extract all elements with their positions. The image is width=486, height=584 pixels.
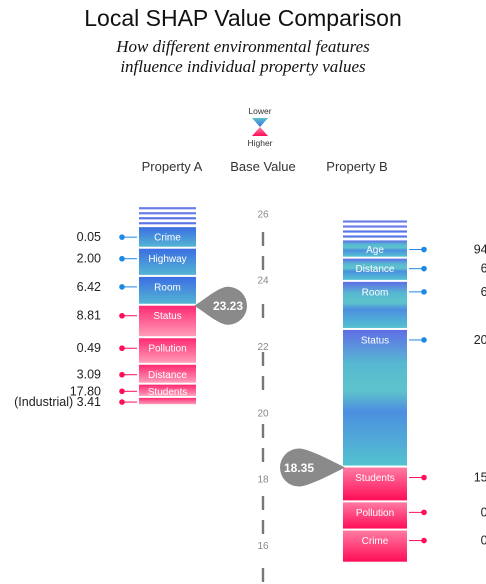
property-a-segment-label-status: Status bbox=[153, 311, 181, 322]
property-a-segment-label-crime: Crime bbox=[154, 233, 181, 244]
property-a-marker-status bbox=[119, 312, 125, 319]
property-b-marker-room bbox=[421, 289, 427, 295]
property-a-stack-separator bbox=[139, 207, 196, 210]
property-b-marker-pollution bbox=[421, 509, 427, 516]
property-a-prediction-value: 23.23 bbox=[213, 299, 243, 313]
property-b-segment-label-pollution: Pollution bbox=[356, 508, 394, 519]
property-a-stack-separator bbox=[139, 212, 196, 215]
axis-tick-label-20: 20 bbox=[257, 408, 269, 419]
property-a-prediction-marker bbox=[194, 286, 247, 325]
property-b-segment-label-distance: Distance bbox=[356, 264, 395, 275]
property-b-value-students: 15.20 bbox=[474, 471, 486, 485]
property-b-segment-status bbox=[343, 329, 407, 466]
property-b-segment-label-room: Room bbox=[362, 287, 389, 298]
property-b-prediction-marker bbox=[280, 448, 345, 487]
property-b-value-distance: 6.35 bbox=[481, 262, 486, 276]
chart-subtitle-line-2: influence individual property values bbox=[120, 57, 366, 76]
property-b-stack-separator bbox=[343, 225, 407, 228]
property-a-segment-label-room: Room bbox=[154, 282, 181, 293]
column-header-property-b: Property B bbox=[326, 159, 387, 174]
property-b-value-status: 20.45 bbox=[474, 333, 486, 347]
property-b-marker-distance bbox=[421, 265, 427, 272]
chart-title: Local SHAP Value Comparison bbox=[84, 5, 402, 31]
property-a-segment-industrial bbox=[139, 397, 196, 405]
property-b-segment-students bbox=[343, 467, 407, 501]
legend-hourglass-icon bbox=[252, 118, 268, 136]
property-b-segment-pollution bbox=[343, 502, 407, 529]
property-a-value-highway: 2.00 bbox=[77, 252, 101, 266]
property-b-segment-distance bbox=[343, 258, 407, 280]
property-a-stack-separator bbox=[139, 217, 196, 220]
property-a-segment-students bbox=[139, 384, 196, 396]
base-value-axis: 16 18 20 22 24 26 bbox=[257, 209, 269, 582]
legend-lower-label: Lower bbox=[248, 106, 271, 116]
property-b-marker-status bbox=[421, 337, 427, 343]
property-a-stack-separator bbox=[139, 222, 196, 225]
chart-subtitle-line-1: How different environmental features bbox=[115, 37, 370, 56]
property-b-segment-label-age: Age bbox=[366, 245, 384, 256]
property-a-marker-pollution bbox=[119, 345, 125, 352]
property-a-marker-crime bbox=[119, 234, 125, 240]
property-a-segment-status bbox=[139, 305, 196, 337]
property-b-stack-separator bbox=[343, 230, 407, 233]
property-a-segment-room bbox=[139, 276, 196, 304]
property-b-value-pollution: 0.52 bbox=[481, 505, 486, 519]
property-a-marker-industrial bbox=[119, 399, 125, 405]
property-a-segment-highway bbox=[139, 248, 196, 275]
property-a-value-crime: 0.05 bbox=[77, 230, 101, 244]
property-a-segment-label-highway: Highway bbox=[148, 254, 186, 265]
property-a-segment-label-pollution: Pollution bbox=[148, 344, 186, 355]
property-b-stack-separator bbox=[343, 220, 407, 223]
property-b-marker-students bbox=[421, 474, 427, 481]
legend-higher-label: Higher bbox=[247, 138, 272, 148]
color-legend: Lower Higher bbox=[247, 106, 272, 148]
property-b-segment-label-students: Students bbox=[355, 473, 394, 484]
property-b-segment-label-crime: Crime bbox=[362, 536, 389, 547]
property-b-stack: Age Distance Room Status Students Pollution Cr… bbox=[280, 220, 407, 562]
axis-tick-label-24: 24 bbox=[257, 276, 269, 287]
column-header-property-a: Property A bbox=[142, 159, 203, 174]
property-a-value-students: 17.80 bbox=[70, 384, 101, 398]
column-header-base-value: Base Value bbox=[230, 159, 296, 174]
property-b-segment-age bbox=[343, 240, 407, 257]
property-a-value-pollution: 0.49 bbox=[77, 341, 101, 355]
property-a-segment-label-students: Students bbox=[148, 387, 187, 398]
property-b-marker-crime bbox=[421, 537, 427, 544]
axis-tick-label-22: 22 bbox=[257, 342, 269, 353]
property-b-segment-crime bbox=[343, 530, 407, 562]
property-b-feature-values: 94.30 6.35 6.38 20.45 15.20 0.52 0.22 bbox=[409, 243, 486, 548]
property-b-value-room: 6.38 bbox=[481, 285, 486, 299]
property-b-segment-room bbox=[343, 281, 407, 328]
axis-tick-label-16: 16 bbox=[257, 541, 269, 552]
axis-tick-label-18: 18 bbox=[257, 475, 269, 486]
property-a-stack: Crime Highway Room Status Pollution Distance S… bbox=[139, 207, 247, 405]
property-a-segment-label-distance: Distance bbox=[148, 370, 187, 381]
property-b-prediction-value: 18.35 bbox=[284, 461, 314, 475]
property-b-stack-separator bbox=[343, 235, 407, 238]
property-a-marker-distance bbox=[119, 371, 125, 378]
property-b-value-age: 94.30 bbox=[474, 243, 486, 257]
property-a-feature-values: 0.05 2.00 6.42 8.81 0.49 3.09 17.80(Industrial… bbox=[14, 230, 137, 409]
property-b-marker-age bbox=[421, 246, 427, 253]
property-a-value-industrial: (Industrial) 3.41 bbox=[14, 395, 101, 409]
property-a-segment-pollution bbox=[139, 338, 196, 363]
property-a-segment-crime bbox=[139, 227, 196, 247]
property-a-value-distance: 3.09 bbox=[77, 368, 101, 382]
property-b-value-crime: 0.22 bbox=[481, 534, 486, 548]
property-b-segment-label-status: Status bbox=[361, 335, 389, 346]
property-a-segment-distance bbox=[139, 364, 196, 383]
property-a-marker-students bbox=[119, 388, 125, 395]
property-a-marker-room bbox=[119, 284, 125, 290]
property-a-marker-highway bbox=[119, 255, 125, 262]
property-a-value-status: 8.81 bbox=[77, 309, 101, 323]
property-a-value-room: 6.42 bbox=[77, 280, 101, 294]
axis-tick-label-26: 26 bbox=[257, 209, 269, 220]
